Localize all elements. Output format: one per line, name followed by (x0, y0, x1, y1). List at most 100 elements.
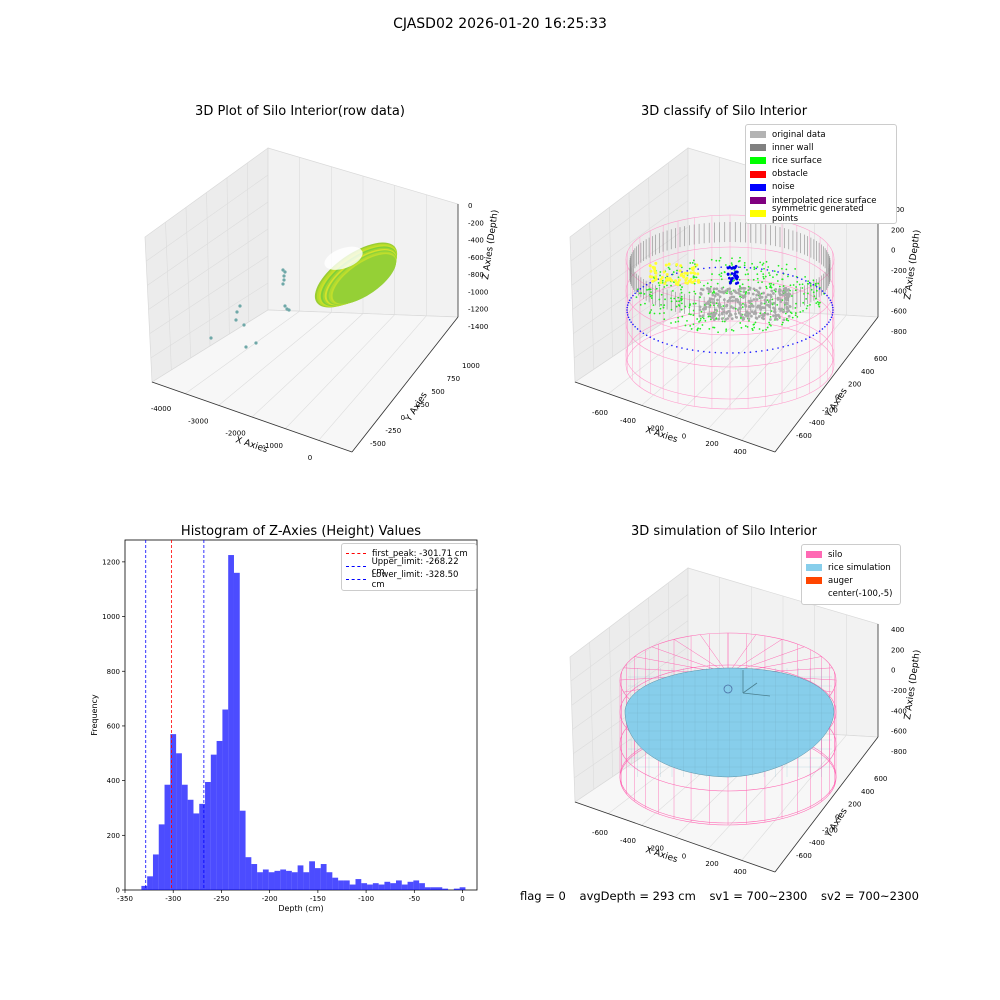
classify-rice-point (718, 259, 721, 262)
classify-noise-point (645, 334, 648, 337)
classify-original-point (742, 286, 746, 290)
histogram-bar (320, 864, 327, 890)
classify-rice-point (801, 287, 804, 289)
classify-rice-point (781, 267, 783, 270)
classify-y-tick: -400 (809, 419, 825, 427)
classify-original-point (707, 290, 711, 294)
simulation-x-tick: 400 (733, 868, 746, 876)
classify-rice-point (667, 266, 670, 269)
classify-rice-point (739, 256, 741, 259)
classify-rice-point (659, 307, 662, 310)
classify-original-point (716, 298, 719, 302)
classify-z-tick: -600 (891, 308, 907, 316)
classify-rice-point (699, 327, 702, 330)
classify-rice-point (781, 323, 783, 326)
classify-original-point (779, 300, 783, 304)
histogram-bar (395, 880, 402, 890)
raw-x-tick: -4000 (151, 405, 171, 413)
classify-rice-point (660, 293, 663, 296)
simulation-y-tick: 200 (848, 801, 861, 809)
classify-z-tick: -200 (891, 267, 907, 275)
classify-rice-point (794, 312, 797, 314)
classify-rice-point (806, 292, 809, 295)
histogram-bar (332, 877, 339, 890)
raw-data-point (234, 318, 238, 322)
classify-rice-point (741, 306, 744, 308)
classify-original-point (747, 299, 751, 303)
classify-rice-point (710, 258, 713, 261)
classify-rice-point (812, 291, 815, 294)
classify-rice-point (663, 304, 666, 307)
classify-rice-point (649, 311, 652, 313)
classify-noise-point (771, 348, 774, 350)
classify-symmetric-point (654, 271, 658, 275)
histogram-x-tick-label: -150 (310, 895, 326, 903)
classify-noise-point (657, 278, 660, 280)
legend-swatch (750, 210, 766, 218)
histogram-chart: -350 -300 -250 -200 -150 -100 -50 0 0 200 400 600 8… (90, 539, 478, 913)
classify-original-point (743, 295, 747, 298)
classify-rice-point (680, 291, 683, 294)
legend-entry: rice simulation (806, 561, 896, 574)
classify-rice-point (789, 284, 792, 287)
classify-rice-point (693, 282, 696, 285)
classify-noise-point (676, 272, 678, 274)
classify-rice-point (723, 320, 726, 323)
classify-original-point (729, 299, 732, 303)
raw-data-point (235, 310, 239, 314)
classify-rice-point (700, 310, 703, 313)
classify-noise-point (743, 351, 746, 354)
classify-rice-point (670, 297, 672, 300)
classify-noise-point (812, 283, 815, 286)
legend-entry: obstacle (750, 168, 892, 181)
classify-noise-point (777, 347, 779, 349)
classify-y-tick: 0 (835, 394, 839, 402)
classify-symmetric-point (689, 271, 693, 275)
classify-symmetric-point (682, 274, 686, 278)
classify-original-point (769, 293, 772, 297)
raw-z-tick: -200 (468, 219, 484, 227)
classify-noise-point (630, 321, 632, 323)
raw-y-tick: 750 (447, 375, 460, 383)
classify-rice-point (773, 270, 776, 273)
classify-noise-point (666, 343, 668, 345)
classify-rice-point (762, 275, 765, 278)
classify-noise-point (821, 328, 824, 330)
classify-z-tick: 200 (891, 226, 904, 234)
classify-y-tick: 200 (848, 381, 861, 389)
classify-noise-point (828, 297, 830, 299)
classify-rice-point (806, 282, 809, 285)
classify-rice-point (712, 326, 714, 329)
histogram-bar (170, 734, 177, 890)
classify-noise-point (743, 266, 746, 269)
histogram-bar (326, 872, 333, 890)
histogram-y-tick-label: 1000 (102, 613, 120, 621)
classify-original-point (752, 298, 756, 301)
classify-y-axis (774, 316, 879, 453)
classify-original-point (744, 305, 748, 308)
classify-rice-point (763, 267, 765, 270)
classify-original-point (751, 292, 755, 296)
raw-gridline (251, 313, 364, 418)
classify-x-tick: -400 (620, 417, 636, 425)
classify-rice-point (659, 274, 661, 277)
classify-original-point (715, 287, 719, 291)
classify-original-point (762, 291, 765, 295)
sv2-text: sv2 = 700~2300 (821, 889, 919, 903)
classify-rice-point (681, 315, 684, 318)
raw-x-axis (151, 381, 353, 453)
classify-rice-point (816, 301, 819, 303)
histogram-bar (459, 887, 466, 890)
classify-noise-point (645, 283, 648, 286)
legend-swatch (750, 170, 766, 178)
classify-rice-point (681, 298, 683, 301)
classify-rice-point (644, 302, 646, 305)
histogram-bar (424, 887, 431, 890)
legend-entry: inner wall (750, 141, 892, 154)
classify-original-point (698, 314, 702, 318)
raw-data-point (209, 336, 213, 340)
classify-symmetric-point (651, 265, 655, 269)
simulation-y-tick: 600 (874, 775, 887, 783)
classify-noise-point (626, 306, 628, 309)
classify-rice-point (794, 289, 797, 292)
